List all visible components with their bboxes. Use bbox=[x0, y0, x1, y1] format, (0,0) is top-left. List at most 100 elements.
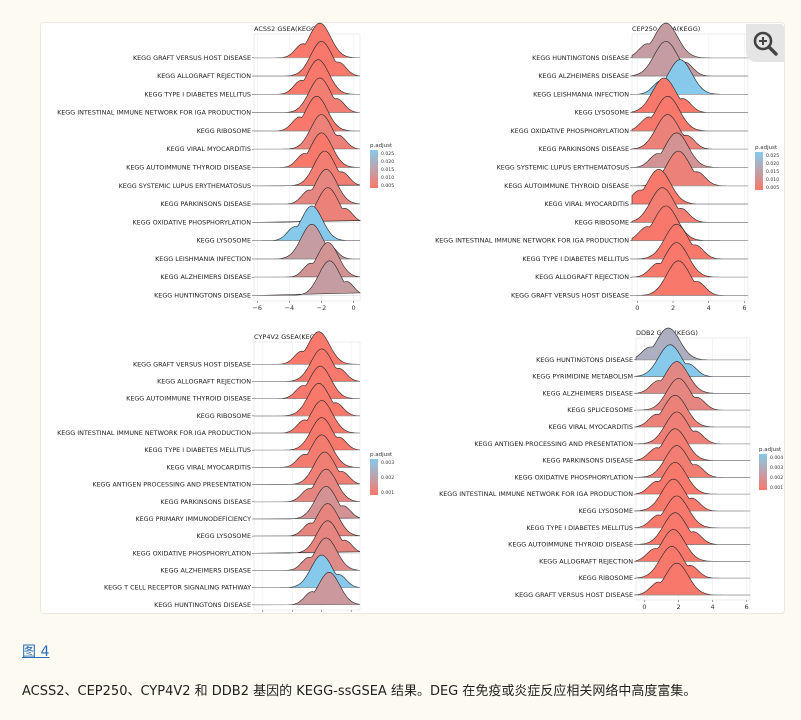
pathway-label: KEGG AUTOIMMUNE THYROID DISEASE bbox=[504, 182, 629, 190]
pathway-label: KEGG HUNTINGTONS DISEASE bbox=[154, 292, 251, 300]
chart-title: ACSS2 GSEA(KEGG) bbox=[254, 25, 319, 33]
legend-colorbar bbox=[755, 152, 763, 190]
legend-tick-label: 0.025 bbox=[381, 151, 394, 157]
pathway-label: KEGG AUTOIMMUNE THYROID DISEASE bbox=[126, 164, 251, 172]
pathway-label: KEGG ALLOGRAFT REJECTION bbox=[157, 72, 251, 80]
legend-title: p.adjust bbox=[370, 452, 393, 458]
figure-link[interactable]: 图 4 bbox=[22, 644, 50, 660]
pathway-label: KEGG ANTIGEN PROCESSING AND PRESENTATION bbox=[474, 440, 633, 448]
pathway-label: KEGG SYSTEMIC LUPUS ERYTHEMATOSUS bbox=[119, 182, 251, 190]
pathway-label: KEGG OXIDATIVE PHOSPHORYLATION bbox=[132, 549, 251, 557]
pathway-label: KEGG INTESTINAL IMMUNE NETWORK FOR IGA P… bbox=[435, 237, 629, 245]
legend-tick-label: 0.020 bbox=[381, 159, 394, 165]
pathway-label: KEGG LYSOSOME bbox=[196, 237, 251, 245]
x-tick-label: 6 bbox=[745, 603, 749, 611]
legend-tick-label: 0.010 bbox=[766, 177, 779, 183]
pathway-label: KEGG LEISHMANIA INFECTION bbox=[155, 255, 251, 263]
legend-tick-label: 0.003 bbox=[770, 465, 783, 471]
pathway-label: KEGG GRAFT VERSUS HOST DISEASE bbox=[511, 292, 629, 300]
zoom-in-icon bbox=[753, 31, 778, 56]
pathway-label: KEGG OXIDATIVE PHOSPHORYLATION bbox=[510, 127, 629, 135]
x-tick-label: 6 bbox=[742, 304, 746, 312]
legend-title: p.adjust bbox=[370, 143, 393, 149]
pathway-label: KEGG PARKINSONS DISEASE bbox=[542, 457, 633, 465]
chart-panel: CEP250 GSEA(KEGG)KEGG HUNTINGTONS DISEAS… bbox=[435, 22, 779, 312]
pathway-label: KEGG RIBOSOME bbox=[197, 412, 251, 420]
legend-tick-label: 0.010 bbox=[381, 175, 394, 181]
x-tick-label: 4 bbox=[707, 304, 711, 312]
pathway-label: KEGG RIBOSOME bbox=[575, 218, 629, 226]
legend-tick-label: 0.004 bbox=[770, 455, 783, 461]
legend-tick-label: 0.005 bbox=[381, 183, 394, 189]
pathway-label: KEGG T CELL RECEPTOR SIGNALING PATHWAY bbox=[104, 584, 251, 592]
pathway-label: KEGG GRAFT VERSUS HOST DISEASE bbox=[515, 591, 633, 599]
pathway-label: KEGG ALZHEIMERS DISEASE bbox=[160, 273, 251, 281]
pathway-label: KEGG VIRAL MYOCARDITIS bbox=[166, 463, 251, 471]
pathway-label: KEGG INTESTINAL IMMUNE NETWORK FOR IGA P… bbox=[57, 109, 251, 117]
pathway-label: KEGG AUTOIMMUNE THYROID DISEASE bbox=[508, 541, 633, 549]
legend-tick-label: 0.001 bbox=[770, 485, 783, 491]
x-tick-label: 4 bbox=[710, 603, 714, 611]
pathway-label: KEGG VIRAL MYOCARDITIS bbox=[544, 200, 629, 208]
pathway-label: KEGG INTESTINAL IMMUNE NETWORK FOR IGA P… bbox=[439, 490, 633, 498]
pathway-label: KEGG ALZHEIMERS DISEASE bbox=[542, 389, 633, 397]
legend-tick-label: 0.015 bbox=[381, 167, 394, 173]
pathway-label: KEGG TYPE I DIABETES MELLITUS bbox=[522, 255, 629, 263]
pathway-label: KEGG TYPE I DIABETES MELLITUS bbox=[144, 90, 251, 98]
x-tick-label: −6 bbox=[252, 304, 262, 312]
pathway-label: KEGG ALZHEIMERS DISEASE bbox=[538, 72, 629, 80]
legend-tick-label: 0.003 bbox=[381, 460, 394, 466]
legend-colorbar bbox=[759, 454, 767, 490]
pathway-label: KEGG HUNTINGTONS DISEASE bbox=[154, 601, 251, 609]
pathway-label: KEGG LYSOSOME bbox=[196, 532, 251, 540]
x-tick-label: 2 bbox=[676, 603, 680, 611]
x-tick-label: −4 bbox=[285, 304, 295, 312]
chart-panel: ACSS2 GSEA(KEGG) KEGG GRAFT VERSUS HOST D… bbox=[57, 22, 394, 312]
pathway-label: KEGG TYPE I DIABETES MELLITUS bbox=[144, 446, 251, 454]
legend-tick-label: 0.002 bbox=[381, 475, 394, 481]
pathway-label: KEGG RIBOSOME bbox=[579, 574, 633, 582]
legend-tick-label: 0.020 bbox=[766, 161, 779, 167]
legend-tick-label: 0.015 bbox=[766, 169, 779, 175]
x-tick-label: 2 bbox=[671, 304, 675, 312]
pathway-label: KEGG RIBOSOME bbox=[197, 127, 251, 135]
pathway-label: KEGG PYRIMIDINE METABOLISM bbox=[532, 373, 633, 381]
pathway-label: KEGG SPLICEOSOME bbox=[567, 406, 633, 414]
ridgeline-figure: ACSS2 GSEA(KEGG) KEGG GRAFT VERSUS HOST D… bbox=[57, 22, 783, 612]
pathway-label: KEGG OXIDATIVE PHOSPHORYLATION bbox=[132, 218, 251, 226]
pathway-label: KEGG ANTIGEN PROCESSING AND PRESENTATION bbox=[92, 481, 251, 489]
legend-title: p.adjust bbox=[759, 447, 782, 453]
pathway-label: KEGG INTESTINAL IMMUNE NETWORK FOR IGA P… bbox=[57, 429, 251, 437]
pathway-label: KEGG TYPE I DIABETES MELLITUS bbox=[526, 524, 633, 532]
pathway-label: KEGG PARKINSONS DISEASE bbox=[538, 145, 629, 153]
zoom-button[interactable] bbox=[746, 24, 784, 62]
pathway-label: KEGG VIRAL MYOCARDITIS bbox=[166, 145, 251, 153]
legend-colorbar bbox=[370, 459, 378, 495]
pathway-label: KEGG VIRAL MYOCARDITIS bbox=[548, 423, 633, 431]
pathway-label: KEGG LYSOSOME bbox=[578, 507, 633, 515]
pathway-label: KEGG OXIDATIVE PHOSPHORYLATION bbox=[514, 473, 633, 481]
pathway-label: KEGG GRAFT VERSUS HOST DISEASE bbox=[133, 360, 251, 368]
x-tick-label: −2 bbox=[317, 304, 327, 312]
legend-title: p.adjust bbox=[755, 145, 778, 151]
legend-tick-label: 0.025 bbox=[766, 153, 779, 159]
x-tick-label: 0 bbox=[352, 304, 356, 312]
legend-tick-label: 0.001 bbox=[381, 490, 394, 496]
pathway-label: KEGG LEISHMANIA INFECTION bbox=[533, 90, 629, 98]
legend-tick-label: 0.005 bbox=[766, 185, 779, 191]
legend-tick-label: 0.002 bbox=[770, 475, 783, 481]
pathway-label: KEGG ALLOGRAFT REJECTION bbox=[539, 557, 633, 565]
pathway-label: KEGG SYSTEMIC LUPUS ERYTHEMATOSUS bbox=[497, 164, 629, 172]
x-tick-label: 0 bbox=[635, 304, 639, 312]
pathway-label: KEGG HUNTINGTONS DISEASE bbox=[532, 54, 629, 62]
pathway-label: KEGG ALLOGRAFT REJECTION bbox=[535, 273, 629, 281]
chart-panel: DDB2 GSEA(KEGG)KEGG HUNTINGTONS DISEASEK… bbox=[439, 327, 783, 611]
pathway-label: KEGG ALLOGRAFT REJECTION bbox=[157, 378, 251, 386]
pathway-label: KEGG LYSOSOME bbox=[574, 109, 629, 117]
legend-colorbar bbox=[370, 150, 378, 188]
pathway-label: KEGG PRIMARY IMMUNODEFICIENCY bbox=[135, 515, 251, 523]
figure-caption: ACSS2、CEP250、CYP4V2 和 DDB2 基因的 KEGG-ssGS… bbox=[22, 684, 697, 699]
chart-title: CYP4V2 GSEA(KEGG) bbox=[254, 333, 322, 341]
pathway-label: KEGG GRAFT VERSUS HOST DISEASE bbox=[133, 54, 251, 62]
x-tick-label: 0 bbox=[642, 603, 646, 611]
